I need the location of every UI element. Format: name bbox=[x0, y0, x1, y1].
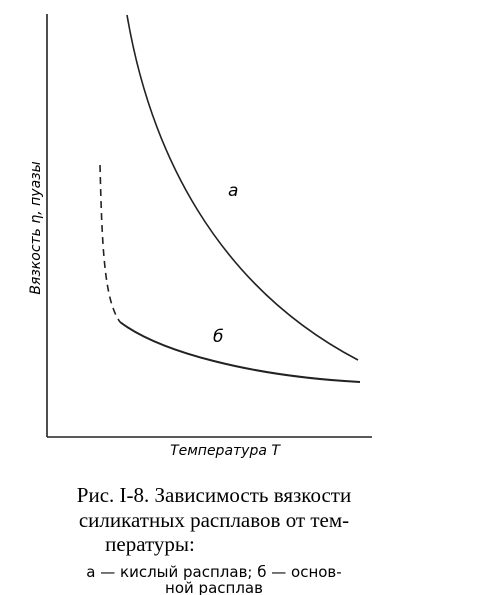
x-axis-label: Температура Т bbox=[170, 443, 281, 459]
curve-a bbox=[126, 14, 359, 361]
legend-line: а — кислый расплав; б — основ- bbox=[86, 563, 341, 581]
legend-line: ной расплав bbox=[165, 579, 263, 595]
curve-b bbox=[119, 321, 361, 383]
curve-a-label: а bbox=[228, 181, 238, 201]
caption-title: Рис. I-8. Зависимость вязкости силикатны… bbox=[77, 483, 351, 556]
caption-line: пературы: bbox=[105, 532, 195, 556]
caption-line: силикатных расплавов от тем- bbox=[79, 508, 349, 532]
caption-line: Рис. I-8. Зависимость вязкости bbox=[77, 483, 351, 507]
curve-b-dashed bbox=[99, 164, 121, 323]
y-axis-label: Вязкость η, пуазы bbox=[28, 161, 44, 294]
curve-b-label: б bbox=[213, 327, 223, 347]
caption-legend: а — кислый расплав; б — основ- ной распл… bbox=[86, 563, 341, 595]
